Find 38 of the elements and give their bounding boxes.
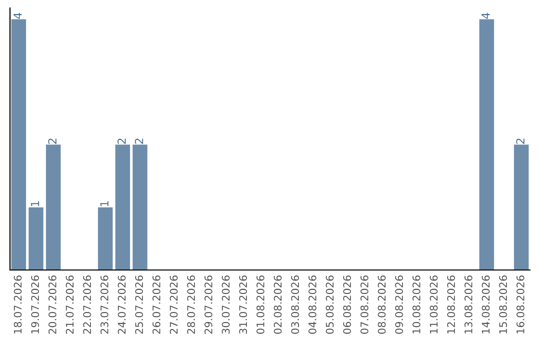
data-label: 2 <box>117 138 126 144</box>
x-tick-label: 27.07.2026 <box>170 276 178 334</box>
data-label: 2 <box>48 138 56 144</box>
x-tick-label: 08.08.2026 <box>378 276 386 334</box>
x-tick-label: 14.08.2026 <box>482 276 490 334</box>
x-tick-label: 07.08.2026 <box>360 276 368 334</box>
x-tick-label: 02.08.2026 <box>274 276 282 334</box>
x-tick-label: 29.07.2026 <box>204 276 212 334</box>
x-tick-label: 24.07.2026 <box>118 276 126 334</box>
data-label: 4 <box>482 12 490 19</box>
x-tick-label: 25.07.2026 <box>135 276 144 334</box>
x-tick-label: 12.08.2026 <box>447 276 456 334</box>
data-label: 1 <box>100 201 108 206</box>
x-tick-label: 28.07.2026 <box>187 276 196 334</box>
data-label: 1 <box>30 201 40 206</box>
x-tick-label: 15.08.2026 <box>499 276 508 334</box>
x-tick-label: 03.08.2026 <box>291 276 300 334</box>
x-tick-label: 30.07.2026 <box>222 276 230 334</box>
x-tick-label: 06.08.2026 <box>343 276 352 334</box>
x-tick-label: 09.08.2026 <box>395 276 404 334</box>
x-tick-label: 05.08.2026 <box>326 276 334 334</box>
data-label: 4 <box>14 12 22 19</box>
x-tick-label: 01.08.2026 <box>256 276 264 334</box>
data-label: 2 <box>516 138 524 144</box>
x-tick-label: 23.07.2026 <box>100 276 108 334</box>
x-tick-label: 22.07.2026 <box>83 276 92 334</box>
x-tick-label: 04.08.2026 <box>308 276 316 334</box>
x-tick-label: 13.08.2026 <box>464 276 472 334</box>
x-tick-label: 21.07.2026 <box>66 276 74 334</box>
x-tick-label: 10.08.2026 <box>412 276 420 334</box>
x-tick-label: 19.07.2026 <box>31 276 40 334</box>
x-tick-label: 26.07.2026 <box>152 276 160 334</box>
data-label: 2 <box>134 138 144 144</box>
x-tick-label: 11.08.2026 <box>430 276 438 334</box>
x-tick-label: 18.07.2026 <box>14 276 22 334</box>
x-tick-label: 16.08.2026 <box>516 276 524 334</box>
x-tick-label: 31.07.2026 <box>239 276 248 334</box>
x-tick-label: 20.07.2026 <box>48 276 56 334</box>
